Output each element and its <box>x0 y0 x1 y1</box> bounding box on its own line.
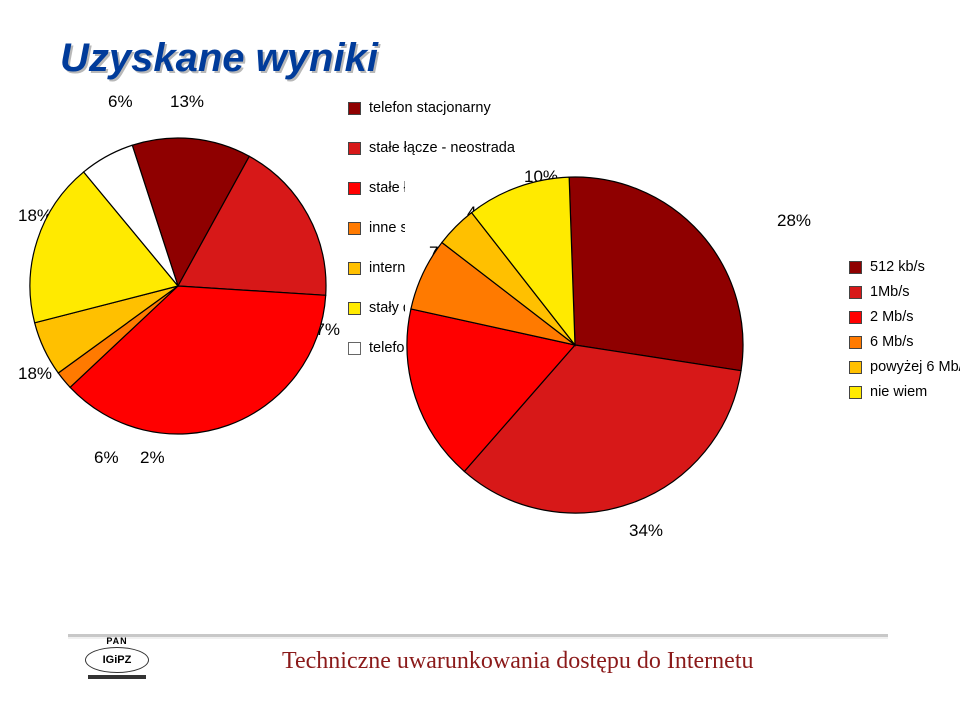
legend-swatch <box>348 262 361 275</box>
right-label-28: 28% <box>777 211 811 231</box>
slide: Uzyskane wyniki 6% 13% 18% 18% 6% 2% 37%… <box>0 0 960 720</box>
legend-item: 2 Mb/s <box>849 309 960 325</box>
legend-swatch <box>348 302 361 315</box>
legend-swatch <box>849 336 862 349</box>
left-label-6b: 6% <box>94 448 119 468</box>
legend-item: 512 kb/s <box>849 259 960 275</box>
legend-swatch <box>348 182 361 195</box>
legend-label: 1Mb/s <box>870 284 910 300</box>
legend-label: 512 kb/s <box>870 259 925 275</box>
legend-label: nie wiem <box>870 384 927 400</box>
footer-rule <box>68 634 888 637</box>
legend-item: nie wiem <box>849 384 960 400</box>
right-chart: 10% 4% 28% 7% 17% 34% 512 kb/s1Mb/s2 Mb/… <box>405 165 945 565</box>
right-label-34: 34% <box>629 521 663 541</box>
legend-swatch <box>849 386 862 399</box>
legend-label: 6 Mb/s <box>870 334 914 350</box>
legend-swatch <box>348 222 361 235</box>
left-pie <box>28 136 328 436</box>
legend-label: telefon stacjonarny <box>369 100 491 116</box>
footer-caption: Techniczne uwarunkowania dostępu do Inte… <box>282 648 753 675</box>
pie-slice <box>569 177 743 371</box>
legend-item: powyżej 6 Mb/s <box>849 359 960 375</box>
left-label-13: 13% <box>170 92 204 112</box>
legend-swatch <box>849 361 862 374</box>
legend-label: powyżej 6 Mb/s <box>870 359 960 375</box>
left-label-6: 6% <box>108 92 133 112</box>
legend-label: 2 Mb/s <box>870 309 914 325</box>
legend-item: 6 Mb/s <box>849 334 960 350</box>
badge-ellipse: IGiPZ <box>85 647 149 673</box>
legend-swatch <box>849 261 862 274</box>
legend-swatch <box>348 342 361 355</box>
legend-item: telefon stacjonarny <box>348 100 548 116</box>
right-legend: 512 kb/s 1Mb/s 2 Mb/s 6 Mb/s powyżej 6 Mb/s n… <box>849 259 960 409</box>
page-title: Uzyskane wyniki <box>60 36 378 81</box>
legend-swatch <box>849 311 862 324</box>
legend-swatch <box>849 286 862 299</box>
badge-top: PAN <box>78 636 156 646</box>
left-label-2: 2% <box>140 448 165 468</box>
legend-swatch <box>348 102 361 115</box>
right-pie <box>405 175 745 515</box>
badge-mid: IGiPZ <box>103 654 132 666</box>
badge-bar <box>88 675 146 679</box>
legend-swatch <box>348 142 361 155</box>
legend-item: 1Mb/s <box>849 284 960 300</box>
legend-item: stałe łącze - neostrada <box>348 140 548 156</box>
org-badge: PAN IGiPZ <box>78 636 156 679</box>
legend-label: stałe łącze - neostrada <box>369 140 515 156</box>
